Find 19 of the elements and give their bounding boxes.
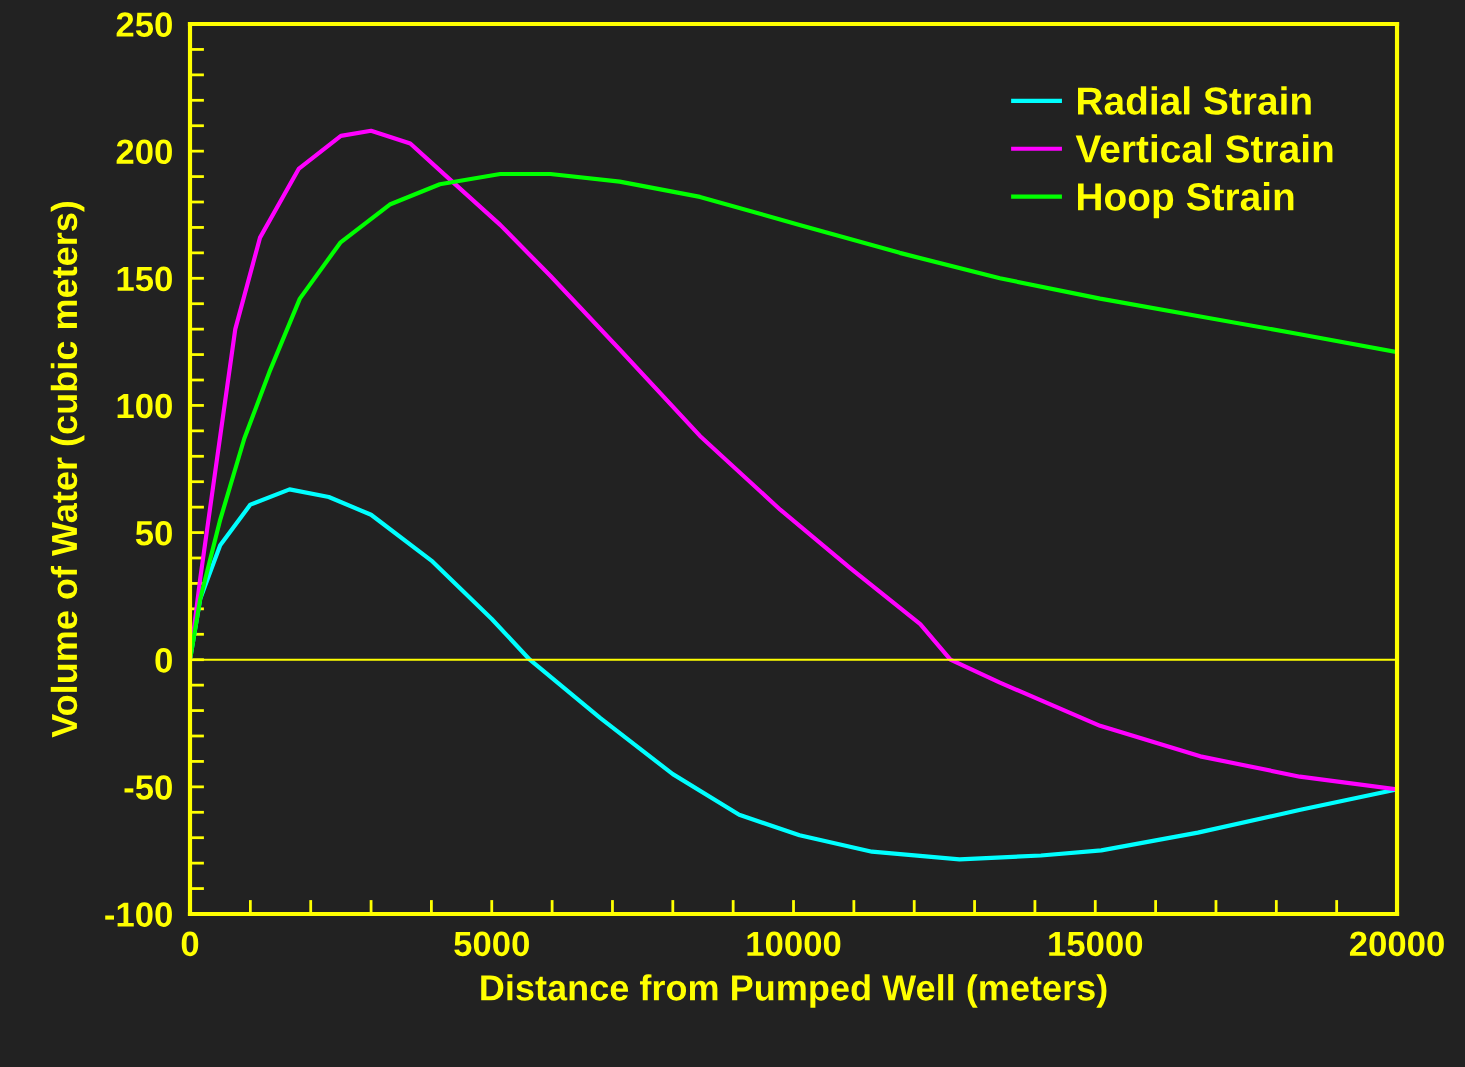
legend-label: Hoop Strain: [1078, 182, 1294, 219]
y-tick-label: -50: [124, 775, 172, 800]
x-axis-title: Distance from Pumped Well (meters): [481, 974, 1107, 1008]
x-tick-label: 10000: [747, 931, 841, 957]
legend-label: Radial Strain: [1078, 86, 1311, 115]
y-tick-label: 0: [155, 648, 172, 673]
x-tick-label: 5000: [454, 931, 529, 957]
y-tick-label: 250: [116, 12, 172, 37]
x-tick-label: 15000: [1049, 931, 1143, 957]
x-tick-label: 0: [181, 931, 199, 957]
y-tick-label: 100: [117, 393, 172, 419]
line-series: [190, 128, 1398, 792]
y-tick-label: 200: [116, 139, 172, 165]
y-axis-title: Volume of Water (cubic meters): [50, 201, 85, 738]
y-tick-label: 150: [117, 266, 172, 292]
legend-label: Vertical Strain: [1075, 134, 1333, 163]
x-tick-label: 20000: [1349, 931, 1444, 957]
y-tick-label: -100: [105, 902, 172, 927]
y-tick-label: 50: [135, 520, 172, 546]
